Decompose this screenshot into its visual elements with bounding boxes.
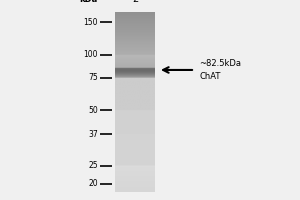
Text: 2: 2 [132, 0, 138, 4]
Text: 75: 75 [88, 73, 98, 82]
Text: 20: 20 [88, 179, 98, 188]
Text: ~82.5kDa: ~82.5kDa [199, 59, 241, 68]
Text: 100: 100 [83, 50, 98, 59]
Text: 150: 150 [83, 18, 98, 27]
Text: 25: 25 [88, 161, 98, 170]
Text: kDa: kDa [80, 0, 98, 4]
Text: 37: 37 [88, 130, 98, 139]
Text: 50: 50 [88, 106, 98, 115]
Text: ChAT: ChAT [199, 72, 220, 81]
